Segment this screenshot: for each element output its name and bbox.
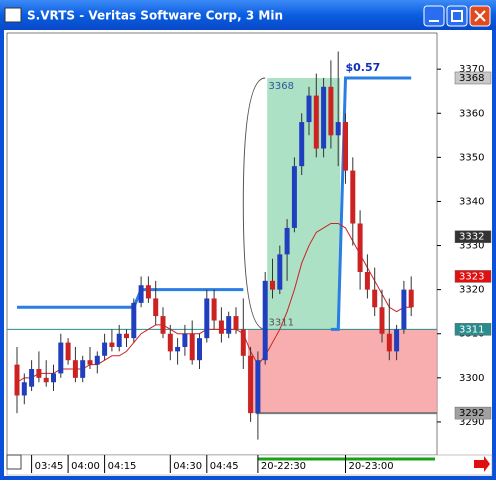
candle-body xyxy=(299,122,305,167)
y-tick-label: 3360 xyxy=(459,108,484,119)
candle-body xyxy=(401,289,407,330)
zone xyxy=(247,329,437,414)
y-tick-label: 3330 xyxy=(459,241,484,252)
candle-body xyxy=(386,333,392,352)
candle-body xyxy=(350,170,356,224)
zone-low-label: 3311 xyxy=(269,317,294,328)
candle-body xyxy=(94,355,100,365)
x-tick-label: 04:15 xyxy=(108,461,137,472)
y-tick-label: 3350 xyxy=(459,152,484,163)
x-tick-label: 20-22:30 xyxy=(261,461,306,472)
x-tick-label: 20-23:00 xyxy=(349,461,394,472)
scroll-right[interactable] xyxy=(474,456,490,472)
candle-body xyxy=(153,298,159,317)
price-marker xyxy=(454,270,492,283)
candle-body xyxy=(291,166,297,228)
price-marker xyxy=(454,323,492,336)
candle-body xyxy=(80,360,86,378)
candle-body xyxy=(277,254,283,290)
candle-body xyxy=(102,342,108,356)
candle-body xyxy=(21,382,27,396)
x-tick-label: 03:45 xyxy=(35,461,64,472)
price-marker xyxy=(454,230,492,243)
candle-body xyxy=(394,329,400,352)
candle-body xyxy=(51,373,56,383)
candle-body xyxy=(160,316,166,334)
candle-body xyxy=(313,95,319,149)
candle-body xyxy=(306,95,312,123)
candle-body xyxy=(408,289,414,308)
x-tick-label: 04:00 xyxy=(71,461,100,472)
zone-high-label: 3368 xyxy=(269,81,294,92)
price-marker-label: 3332 xyxy=(459,232,484,243)
profit-label: $0.57 xyxy=(346,61,381,74)
candle-body xyxy=(364,272,370,290)
candle-body xyxy=(109,342,115,347)
candle-body xyxy=(372,289,378,308)
candle-body xyxy=(145,285,151,299)
candle-body xyxy=(65,342,71,361)
candle-body xyxy=(343,122,348,171)
candle-body xyxy=(58,342,64,374)
candle-body xyxy=(124,333,129,339)
candle-body xyxy=(335,122,341,136)
candle-body xyxy=(29,369,35,387)
candle-body xyxy=(211,298,217,321)
price-marker-label: 3323 xyxy=(459,271,484,282)
candle-body xyxy=(131,302,137,339)
candle-body xyxy=(36,369,42,378)
indicator-line xyxy=(17,76,412,331)
price-marker-label: 3311 xyxy=(459,324,484,335)
candle-body xyxy=(284,227,290,255)
maximize-button[interactable] xyxy=(446,5,468,27)
candle-body xyxy=(14,364,20,396)
minimize-button[interactable] xyxy=(423,5,445,27)
candle-body xyxy=(248,355,254,414)
candle-body xyxy=(43,377,49,383)
title-bar xyxy=(0,0,496,30)
candle-body xyxy=(255,360,261,414)
zone-outline xyxy=(242,77,266,330)
y-tick-label: 3340 xyxy=(459,196,484,207)
price-marker-label: 3292 xyxy=(459,408,484,419)
scroll-start[interactable] xyxy=(6,454,22,470)
candle-body xyxy=(240,329,246,356)
candle-body xyxy=(204,298,210,339)
candle-body xyxy=(189,333,195,361)
y-tick-label: 3370 xyxy=(459,64,484,75)
candle-body xyxy=(328,86,334,136)
candle-body xyxy=(233,316,239,330)
candle-body xyxy=(138,285,144,303)
candle-body xyxy=(72,360,78,378)
candle-body xyxy=(182,333,188,347)
candle-body xyxy=(167,333,173,352)
candle-body xyxy=(321,86,327,149)
y-tick-label: 3320 xyxy=(459,285,484,296)
y-tick-label: 3300 xyxy=(459,373,484,384)
x-tick-label: 04:45 xyxy=(210,461,239,472)
price-marker xyxy=(454,406,492,420)
candle-body xyxy=(270,280,275,290)
candle-body xyxy=(379,307,385,334)
price-marker-label: 3368 xyxy=(459,73,484,84)
candle-body xyxy=(218,320,224,334)
candle-body xyxy=(197,338,202,361)
candle-body xyxy=(87,360,93,365)
x-tick-label: 04:30 xyxy=(173,461,202,472)
candle-body xyxy=(357,223,363,273)
window-title: S.VRTS - Veritas Software Corp, 3 Min xyxy=(27,9,283,23)
candle-body xyxy=(226,316,232,334)
candle-body xyxy=(116,333,122,347)
y-tick-label: 3290 xyxy=(459,417,484,428)
candle-body xyxy=(175,346,181,352)
price-marker xyxy=(454,71,492,85)
candle-body xyxy=(262,280,268,361)
app-icon xyxy=(4,7,22,23)
